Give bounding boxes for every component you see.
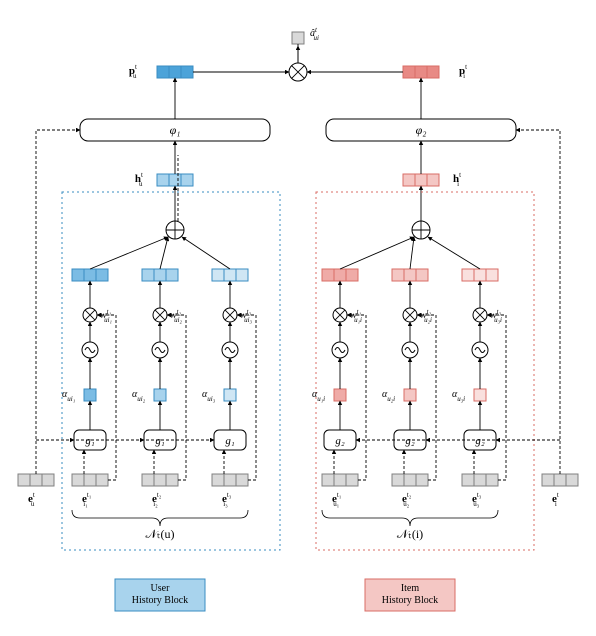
svg-text:htu: htu xyxy=(135,171,143,188)
svg-text:Item: Item xyxy=(401,583,420,594)
svg-text:User: User xyxy=(151,583,171,594)
svg-text:αui₂: αui₂ xyxy=(132,389,146,403)
svg-text:ptu: ptu xyxy=(129,63,137,80)
svg-text:wt₂ui₂: wt₂ui₂ xyxy=(170,308,183,324)
diagram-root: âtui ptu pti φ₁ φ₂ htu hti wt₁ui₁ αui₁ g₁ et₁i₁ wt₂… xyxy=(0,0,596,636)
svg-text:g₁: g₁ xyxy=(225,435,235,447)
svg-text:g₂: g₂ xyxy=(335,435,345,447)
svg-text:et₃u₃: et₃u₃ xyxy=(472,491,482,508)
svg-text:g₂: g₂ xyxy=(405,435,415,447)
svg-text:hti: hti xyxy=(453,171,461,188)
svg-text:αui₁: αui₁ xyxy=(62,389,75,403)
svg-text:wt₃u₃i: wt₃u₃i xyxy=(490,308,502,324)
svg-text:etu: etu xyxy=(28,491,35,508)
svg-text:et₂u₂: et₂u₂ xyxy=(402,491,412,508)
svg-text:g₂: g₂ xyxy=(475,435,485,447)
svg-text:pti: pti xyxy=(459,63,467,80)
svg-text:wt₃ui₃: wt₃ui₃ xyxy=(240,308,253,324)
svg-text:et₁u₁: et₁u₁ xyxy=(332,491,341,508)
svg-text:φ₂: φ₂ xyxy=(416,123,427,137)
svg-text:wt₁u₁i: wt₁u₁i xyxy=(350,308,362,324)
svg-text:αu₁i: αu₁i xyxy=(312,389,325,403)
svg-text:g₁: g₁ xyxy=(85,435,95,447)
svg-text:History Block: History Block xyxy=(132,595,188,606)
svg-text:𝒩ₜ(i): 𝒩ₜ(i) xyxy=(397,527,423,541)
svg-text:wt₁ui₁: wt₁ui₁ xyxy=(100,308,112,324)
svg-text:αu₂i: αu₂i xyxy=(382,389,395,403)
svg-text:αui₃: αui₃ xyxy=(202,389,216,403)
svg-text:et₁i₁: et₁i₁ xyxy=(82,491,91,508)
svg-text:History Block: History Block xyxy=(382,595,438,606)
svg-text:et₂i₂: et₂i₂ xyxy=(152,491,162,508)
svg-text:αu₃i: αu₃i xyxy=(452,389,465,403)
svg-text:âtui: âtui xyxy=(310,26,319,42)
svg-text:eti: eti xyxy=(552,491,559,508)
svg-text:g₁: g₁ xyxy=(155,435,165,447)
svg-text:φ₁: φ₁ xyxy=(170,123,181,137)
svg-text:et₃i₃: et₃i₃ xyxy=(222,491,232,508)
svg-text:𝒩ₜ(u): 𝒩ₜ(u) xyxy=(145,527,174,541)
svg-text:wt₂u₂i: wt₂u₂i xyxy=(420,308,432,324)
